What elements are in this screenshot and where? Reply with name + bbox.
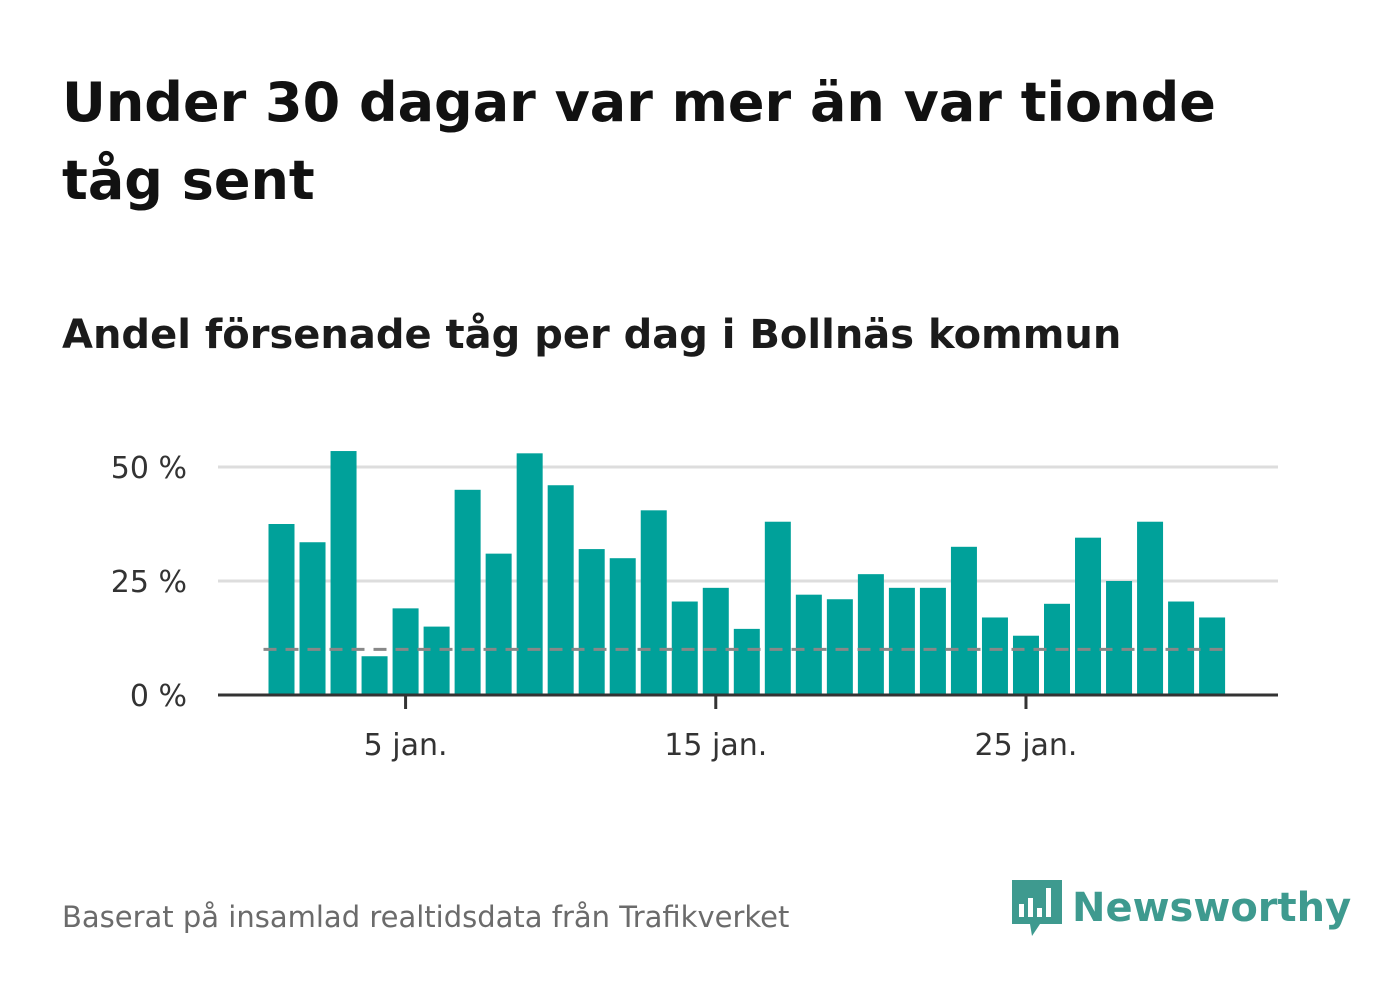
chart-title: Under 30 dagar var mer än var tionde tåg… bbox=[62, 71, 1216, 212]
y-tick-label: 25 % bbox=[111, 565, 187, 600]
bar bbox=[268, 524, 295, 695]
bar bbox=[640, 510, 667, 695]
bar bbox=[764, 521, 791, 695]
bar bbox=[950, 546, 977, 695]
bar bbox=[392, 608, 419, 695]
bar bbox=[919, 587, 946, 695]
bar bbox=[299, 542, 326, 695]
bar bbox=[330, 451, 357, 695]
bar bbox=[888, 587, 915, 695]
bar bbox=[547, 485, 574, 695]
bar bbox=[1137, 521, 1164, 695]
bar bbox=[1106, 581, 1133, 695]
x-tick-label: 15 jan. bbox=[664, 728, 767, 763]
y-tick-label: 0 % bbox=[130, 679, 187, 714]
bar bbox=[1199, 617, 1226, 695]
x-tick-label: 5 jan. bbox=[364, 728, 448, 763]
bar-chart: 0 % 25 % 50 % 5 jan. 15 jan. 25 jan. bbox=[111, 451, 1278, 763]
y-tick-label: 50 % bbox=[111, 451, 187, 486]
bar bbox=[609, 558, 636, 695]
bar bbox=[423, 626, 450, 695]
bar bbox=[578, 549, 605, 695]
x-tick-label: 25 jan. bbox=[974, 728, 1077, 763]
bar bbox=[733, 628, 760, 695]
bar bbox=[702, 587, 729, 695]
bar bbox=[857, 574, 884, 695]
logo-text: Newsworthy bbox=[1072, 885, 1352, 931]
bar bbox=[795, 594, 822, 695]
source-note: Baserat på insamlad realtidsdata från Tr… bbox=[62, 900, 790, 934]
newsworthy-logo: Newsworthy bbox=[1010, 878, 1351, 938]
bar bbox=[1075, 537, 1102, 695]
bar bbox=[361, 656, 388, 695]
bar bbox=[485, 553, 512, 695]
chart-subtitle: Andel försenade tåg per dag i Bollnäs ko… bbox=[62, 312, 1122, 358]
bar bbox=[516, 453, 543, 695]
newsworthy-bars-icon bbox=[1012, 880, 1062, 936]
bar bbox=[454, 489, 481, 695]
bar bbox=[1012, 635, 1039, 695]
bar bbox=[981, 617, 1008, 695]
bar bbox=[826, 599, 853, 695]
